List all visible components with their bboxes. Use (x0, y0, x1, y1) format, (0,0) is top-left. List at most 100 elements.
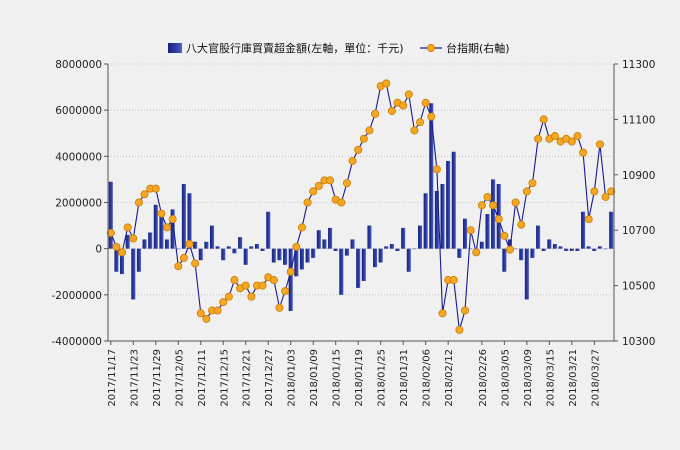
left-tick-label: 6000000 (55, 105, 102, 117)
x-tick-label: 2018/03/27 (590, 349, 601, 407)
line-point (438, 309, 447, 318)
line-point (303, 198, 312, 207)
bar (316, 230, 321, 249)
bar (418, 225, 423, 249)
bar (384, 246, 389, 249)
bar (215, 246, 220, 249)
left-tick-label: 4000000 (55, 151, 102, 163)
line-point (522, 187, 531, 196)
bar (434, 190, 439, 249)
line-point (505, 245, 514, 254)
bar-series (108, 103, 614, 311)
bar (378, 248, 383, 263)
bar (401, 227, 406, 249)
line-point (196, 309, 205, 318)
line-point (365, 126, 374, 135)
line-point (455, 325, 464, 334)
left-tick-label: -2000000 (51, 290, 102, 302)
line-point (359, 134, 368, 143)
bar (367, 225, 372, 249)
left-tick-label: 0 (95, 244, 102, 256)
line-point (584, 215, 593, 224)
x-axis-ticks: 2017/11/17 2017/11/23 2017/11/29 2017/12/05… (107, 341, 601, 407)
legend-bar-swatch (168, 43, 182, 53)
line-point (123, 223, 132, 232)
bar (389, 244, 394, 249)
right-tick-label: 11300 (622, 59, 655, 71)
bar (226, 246, 231, 249)
line-point (534, 134, 543, 143)
bar (356, 248, 361, 288)
line-point (157, 209, 166, 218)
bar (170, 209, 175, 249)
bar (322, 239, 327, 249)
bar (597, 246, 602, 249)
bar (457, 248, 462, 258)
bar (142, 239, 147, 249)
line-point (494, 215, 503, 224)
x-tick-label: 2018/03/21 (568, 349, 579, 407)
line-point (275, 303, 284, 312)
line-point (511, 198, 520, 207)
line-point (489, 201, 498, 210)
bar (524, 248, 529, 300)
x-tick-label: 2017/12/15 (219, 349, 230, 407)
line-point (539, 115, 548, 124)
bar (108, 181, 113, 249)
x-tick-label: 2017/12/05 (174, 349, 185, 407)
bar (547, 239, 552, 249)
bar (446, 160, 451, 249)
bar (558, 246, 563, 249)
legend: 八大官股行庫買賣超金額(左軸，單位：千元) 台指期(右軸) (168, 41, 510, 55)
bar (373, 248, 378, 268)
line-point (309, 187, 318, 196)
bar (266, 211, 271, 249)
line-point (416, 118, 425, 127)
bar (581, 211, 586, 249)
x-tick-label: 2018/03/05 (500, 349, 511, 407)
line-point (483, 192, 492, 201)
bar (328, 227, 333, 249)
left-tick-label: -4000000 (51, 336, 102, 348)
bar (333, 248, 338, 251)
bar (395, 248, 400, 251)
line-point (168, 215, 177, 224)
line-point (337, 198, 346, 207)
line-point (472, 248, 481, 257)
bar (181, 184, 186, 249)
bar (243, 248, 248, 265)
bar (451, 151, 456, 249)
bar (238, 237, 243, 249)
bar (350, 239, 355, 249)
bar (569, 248, 574, 251)
bar (221, 248, 226, 261)
bar (491, 179, 496, 249)
line-point (140, 190, 149, 199)
line-point (247, 292, 256, 301)
bar (305, 248, 310, 263)
bar (125, 234, 130, 249)
line-point (241, 281, 250, 290)
line-point (258, 281, 267, 290)
x-tick-label: 2018/03/15 (545, 349, 556, 407)
legend-bar-label: 八大官股行庫買賣超金額(左軸，單位：千元) (186, 41, 404, 55)
bar (552, 244, 557, 249)
right-tick-label: 10700 (622, 225, 655, 237)
bar (440, 184, 445, 249)
line-point (269, 276, 278, 285)
x-tick-label: 2018/01/09 (309, 349, 320, 407)
x-tick-label: 2018/03/09 (523, 349, 534, 407)
bar (159, 214, 164, 249)
line-point (185, 240, 194, 249)
line-series (106, 79, 616, 334)
bar (131, 248, 136, 300)
line-point (601, 192, 610, 201)
legend-line-marker (426, 44, 435, 53)
line-point (461, 306, 470, 315)
x-tick-label: 2017/11/17 (107, 349, 118, 407)
line-point (118, 248, 127, 257)
x-tick-label: 2018/01/19 (354, 349, 365, 407)
bar (288, 248, 293, 311)
line-point (607, 187, 616, 196)
